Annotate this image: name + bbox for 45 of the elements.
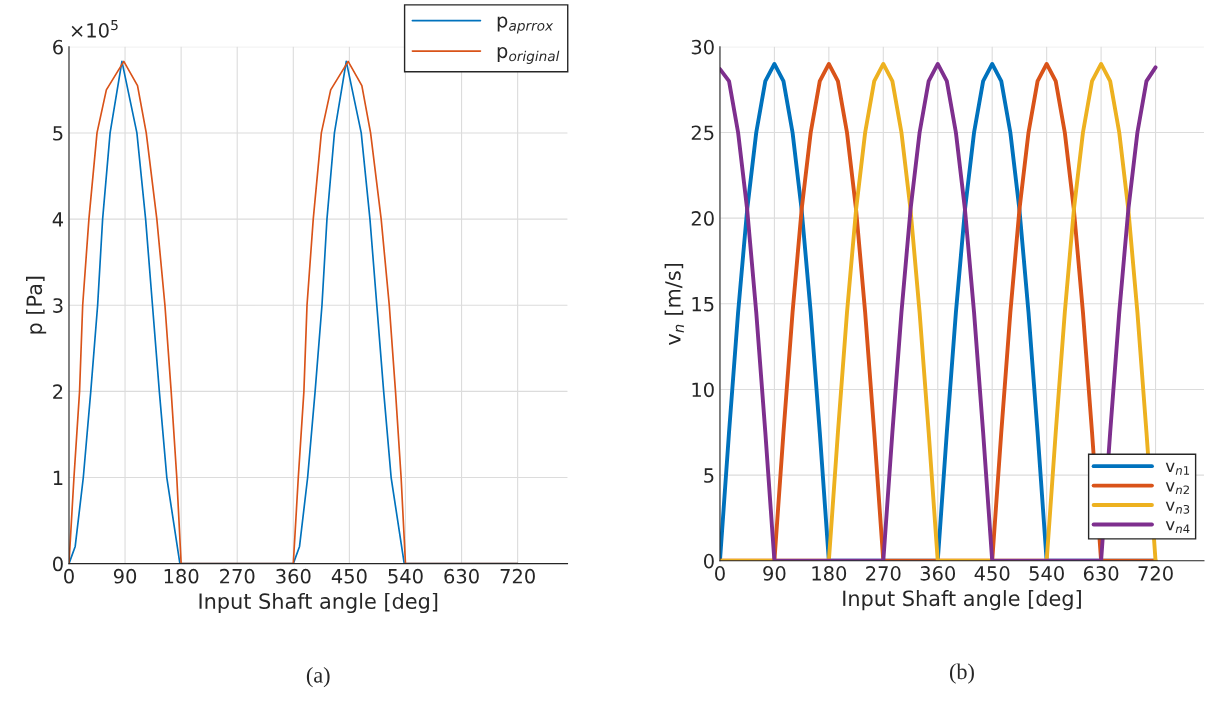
x-tick-label: 90 [763,566,786,581]
line-series [719,61,1158,561]
text: ×10$^{5}$ [71,20,118,38]
y-tick-label: 3 [53,298,63,313]
x-tick-label: 90 [113,568,137,584]
legend-label: v$_{n4}$ [1165,521,1190,534]
y-tick-label: 0 [704,553,714,569]
x-axis-title: Input Shaft angle [deg] [843,590,1081,611]
x-tick-label: 540 [1029,566,1064,581]
x-tick-label: 0 [64,568,74,584]
x-tick-label: 720 [1138,566,1173,581]
y-tick-label: 5 [53,126,63,141]
legend-label: v$_{n1}$ [1165,462,1190,475]
legend-label: p$_{aprrox}$ [497,16,554,34]
x-tick-label: 270 [866,566,901,581]
x-tick-label: 360 [276,568,311,584]
y-tick-label: 25 [691,125,714,141]
legend-label: v$_{n2}$ [1165,482,1189,495]
y-axis-title: p [Pa] [26,276,47,334]
x-axis-title: Input Shaft angle [deg] [199,592,438,614]
y-tick-label: 5 [704,468,714,483]
x-tick-label: 720 [500,568,535,584]
y-tick-label: 10 [692,382,714,398]
text: (b) [949,663,974,684]
y-tick-label: 1 [53,470,63,485]
x-tick-label: 630 [444,568,479,584]
x-tick-label: 360 [920,566,956,581]
x-tick-label: 450 [974,566,1010,581]
y-tick-label: 4 [52,212,64,227]
x-tick-label: 540 [388,568,423,584]
y-tick-label: 15 [692,297,714,312]
x-tick-label: 450 [331,568,367,584]
y-tick-label: 2 [53,384,63,399]
text: (a) [306,667,330,688]
x-tick-label: 0 [715,566,725,581]
x-tick-label: 270 [220,568,255,584]
y-tick-label: 6 [53,39,63,55]
legend-label: v$_{n3}$ [1165,501,1190,514]
legend-label: p$_{original}$ [497,47,560,64]
x-tick-label: 180 [812,566,847,581]
y-axis-title: v$_{n}$ [m/s] [664,263,684,345]
x-tick-label: 180 [164,568,199,584]
y-tick-label: 20 [691,211,714,226]
y-tick-label: 30 [691,39,714,55]
x-tick-label: 630 [1083,566,1119,581]
